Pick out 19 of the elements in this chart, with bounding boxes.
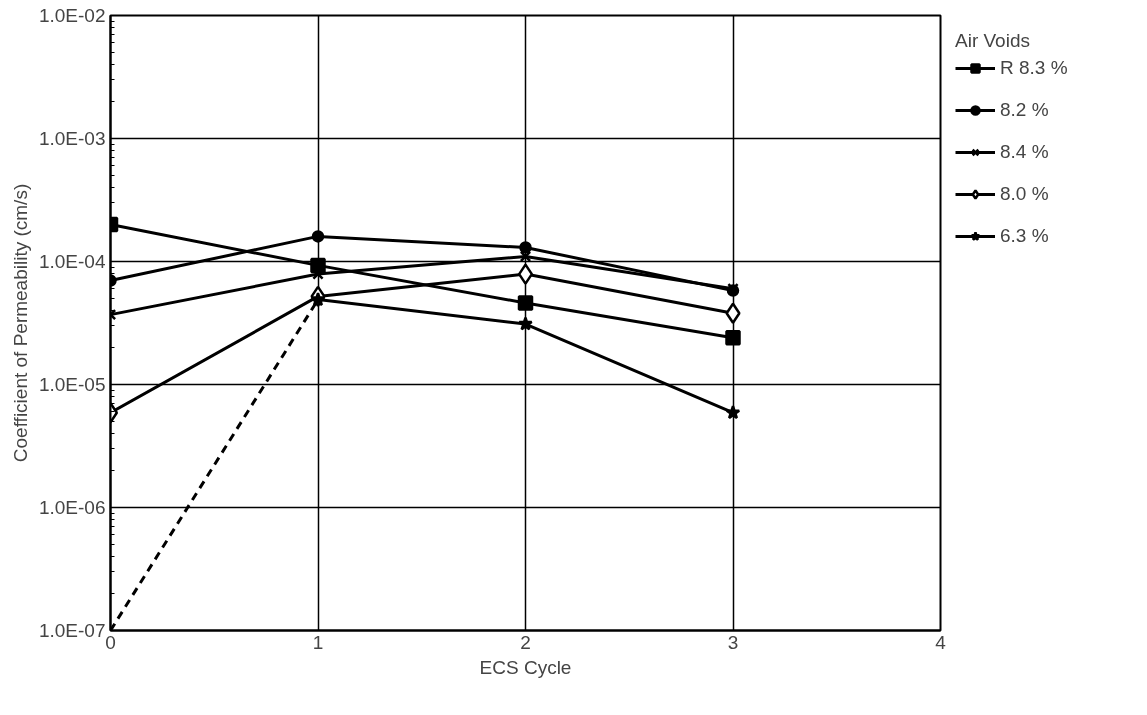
legend-label: 8.4 % <box>1000 141 1049 163</box>
legend-label: 8.0 % <box>1000 183 1049 205</box>
y-tick-label: 1.0E-03 <box>38 128 106 149</box>
x-axis-title: ECS Cycle <box>479 656 572 678</box>
legend-label: 8.2 % <box>1000 99 1049 121</box>
legend-label: R 8.3 % <box>1000 57 1068 79</box>
legend-title: Air Voids <box>955 30 1031 52</box>
x-tick-label: 1 <box>312 631 324 653</box>
y-axis-title: Coefficient of Permeability (cm/s) <box>9 183 31 463</box>
y-tick-label: 1.0E-02 <box>38 5 106 26</box>
y-tick-label: 1.0E-06 <box>38 497 106 518</box>
y-tick-label: 1.0E-04 <box>38 251 106 272</box>
x-tick-label: 2 <box>520 631 531 653</box>
x-tick-label: 0 <box>105 631 116 653</box>
y-tick-label: 1.0E-05 <box>38 374 106 395</box>
legend-label: 6.3 % <box>1000 225 1049 247</box>
x-tick-label: 3 <box>727 631 739 653</box>
y-tick-label: 1.0E-07 <box>38 620 106 641</box>
x-tick-label: 4 <box>935 631 947 653</box>
